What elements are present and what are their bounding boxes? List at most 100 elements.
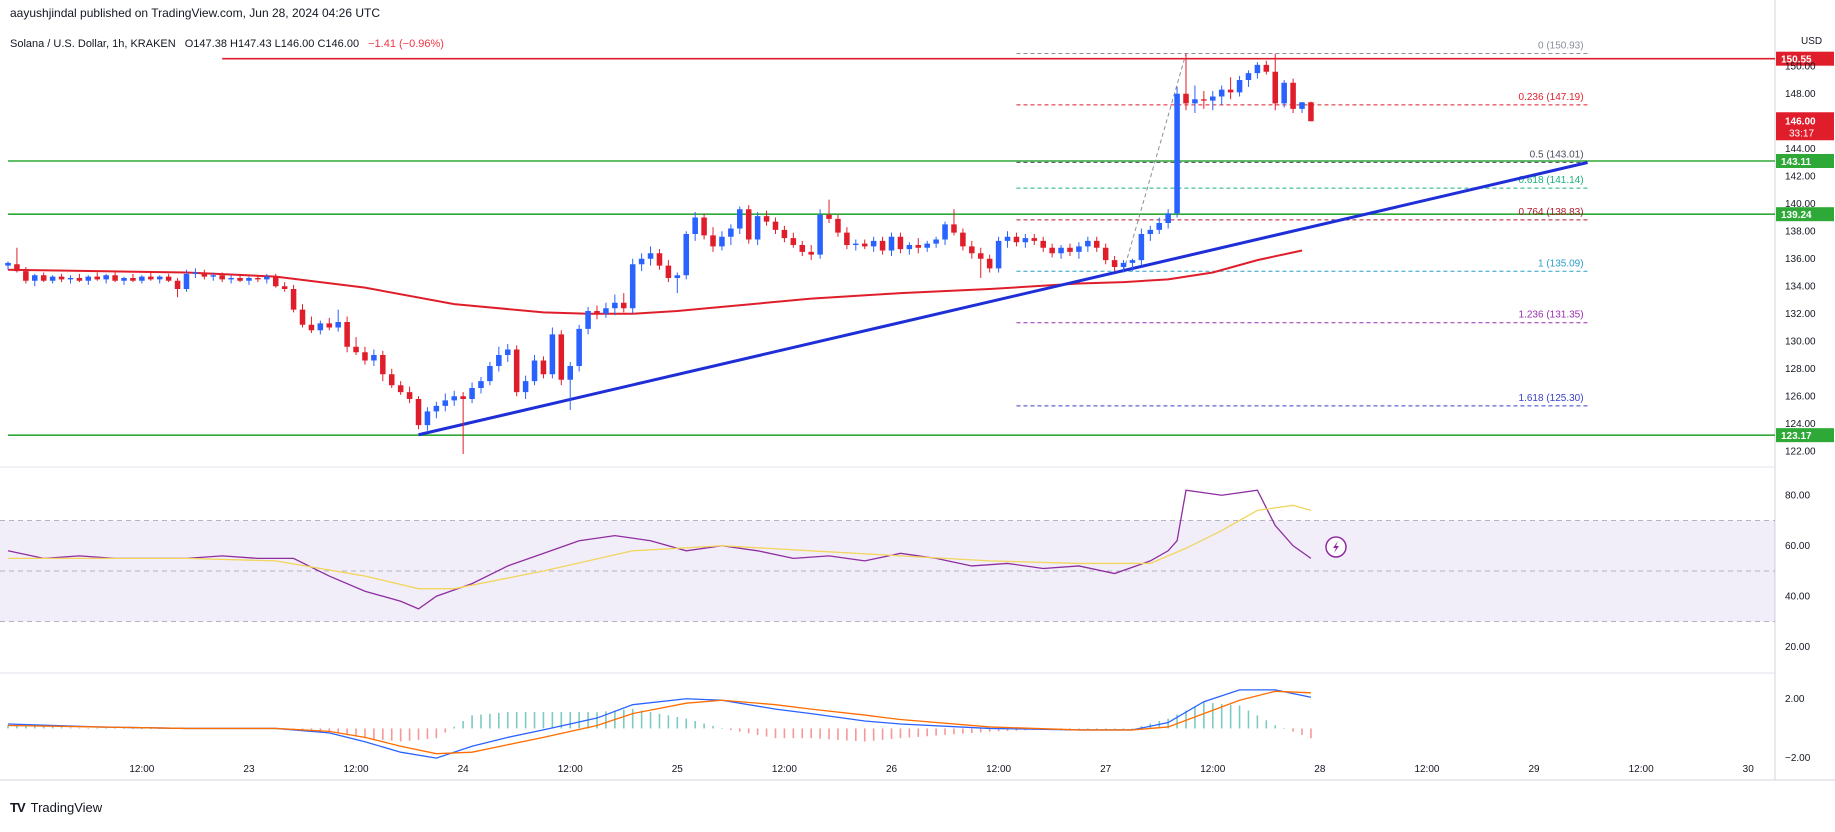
- candle[interactable]: [861, 239, 868, 250]
- candle[interactable]: [924, 240, 930, 252]
- candle[interactable]: [826, 199, 832, 223]
- candle[interactable]: [835, 214, 841, 237]
- candle[interactable]: [888, 232, 895, 256]
- candle[interactable]: [1093, 236, 1100, 252]
- candle[interactable]: [1192, 85, 1198, 114]
- candle[interactable]: [692, 212, 698, 241]
- candle[interactable]: [522, 375, 529, 399]
- candle[interactable]: [139, 275, 145, 284]
- candle[interactable]: [1254, 62, 1261, 79]
- candle[interactable]: [264, 273, 270, 284]
- candle[interactable]: [1263, 60, 1270, 75]
- candle[interactable]: [728, 224, 734, 245]
- candle[interactable]: [1147, 225, 1154, 241]
- candle[interactable]: [397, 381, 404, 395]
- candle[interactable]: [201, 269, 208, 280]
- candle[interactable]: [1174, 86, 1180, 218]
- candle[interactable]: [67, 275, 74, 284]
- candle[interactable]: [1067, 243, 1073, 256]
- candle[interactable]: [478, 377, 484, 394]
- candle[interactable]: [906, 242, 913, 255]
- candle[interactable]: [1156, 217, 1162, 235]
- candle[interactable]: [1201, 91, 1207, 109]
- candle[interactable]: [710, 227, 716, 252]
- candle[interactable]: [719, 231, 725, 251]
- candle[interactable]: [1236, 75, 1243, 97]
- candle[interactable]: [995, 236, 1002, 273]
- candle[interactable]: [246, 276, 252, 285]
- candle[interactable]: [1308, 101, 1314, 122]
- candle[interactable]: [255, 275, 261, 283]
- candle[interactable]: [353, 337, 359, 355]
- candle[interactable]: [817, 209, 823, 259]
- candle[interactable]: [1299, 102, 1305, 113]
- candle[interactable]: [594, 305, 600, 320]
- trendline[interactable]: [418, 161, 1588, 437]
- candle[interactable]: [165, 273, 172, 283]
- candle[interactable]: [870, 236, 877, 252]
- candle[interactable]: [558, 330, 565, 386]
- candle[interactable]: [388, 368, 395, 388]
- candle[interactable]: [879, 236, 886, 255]
- candle[interactable]: [1245, 70, 1252, 87]
- candle[interactable]: [603, 302, 609, 318]
- candle[interactable]: [469, 382, 475, 404]
- candle[interactable]: [362, 346, 368, 365]
- candle[interactable]: [844, 227, 850, 250]
- candle[interactable]: [808, 245, 814, 261]
- candle[interactable]: [1102, 243, 1109, 265]
- candle[interactable]: [433, 401, 440, 419]
- candle[interactable]: [1120, 260, 1127, 273]
- candle[interactable]: [290, 284, 297, 313]
- tradingview-logo[interactable]: TV TradingView: [10, 800, 102, 815]
- candle[interactable]: [130, 273, 136, 283]
- candle[interactable]: [701, 213, 707, 240]
- candle[interactable]: [585, 306, 591, 335]
- candle[interactable]: [504, 344, 511, 362]
- candle[interactable]: [1058, 245, 1064, 259]
- candle[interactable]: [219, 272, 225, 283]
- symbol-legend[interactable]: Solana / U.S. Dollar, 1h, KRAKEN O147.38…: [10, 38, 444, 50]
- candle[interactable]: [1031, 234, 1038, 245]
- candle[interactable]: [1272, 53, 1279, 111]
- candle[interactable]: [1004, 231, 1011, 248]
- candle[interactable]: [1076, 242, 1082, 259]
- candle[interactable]: [272, 273, 279, 288]
- candle[interactable]: [442, 393, 449, 412]
- candle[interactable]: [1022, 234, 1029, 248]
- candle[interactable]: [1165, 209, 1171, 229]
- candle[interactable]: [1281, 80, 1287, 108]
- candle[interactable]: [1183, 53, 1189, 111]
- candle[interactable]: [112, 272, 118, 283]
- candle[interactable]: [567, 361, 573, 410]
- candle[interactable]: [1218, 85, 1225, 105]
- candle[interactable]: [487, 361, 493, 386]
- candle[interactable]: [103, 273, 109, 284]
- candle[interactable]: [380, 350, 386, 382]
- candle[interactable]: [335, 309, 341, 332]
- candle[interactable]: [1138, 228, 1145, 266]
- candle[interactable]: [85, 275, 92, 285]
- candle[interactable]: [772, 217, 779, 235]
- candle[interactable]: [531, 355, 538, 386]
- candle[interactable]: [228, 275, 234, 284]
- candle[interactable]: [549, 327, 556, 379]
- candle[interactable]: [629, 258, 636, 314]
- candle[interactable]: [638, 253, 645, 272]
- candle[interactable]: [192, 268, 199, 278]
- candle[interactable]: [1227, 77, 1234, 100]
- candle[interactable]: [683, 231, 690, 280]
- candle[interactable]: [754, 212, 761, 245]
- candle[interactable]: [951, 209, 957, 236]
- candle[interactable]: [308, 316, 315, 334]
- candle[interactable]: [210, 272, 217, 281]
- candle[interactable]: [647, 246, 654, 266]
- candle[interactable]: [1085, 236, 1091, 252]
- candle[interactable]: [1013, 232, 1020, 247]
- candle[interactable]: [540, 356, 547, 379]
- candle[interactable]: [32, 273, 38, 287]
- candle[interactable]: [496, 346, 502, 372]
- candle[interactable]: [49, 275, 56, 284]
- candle[interactable]: [1111, 256, 1118, 272]
